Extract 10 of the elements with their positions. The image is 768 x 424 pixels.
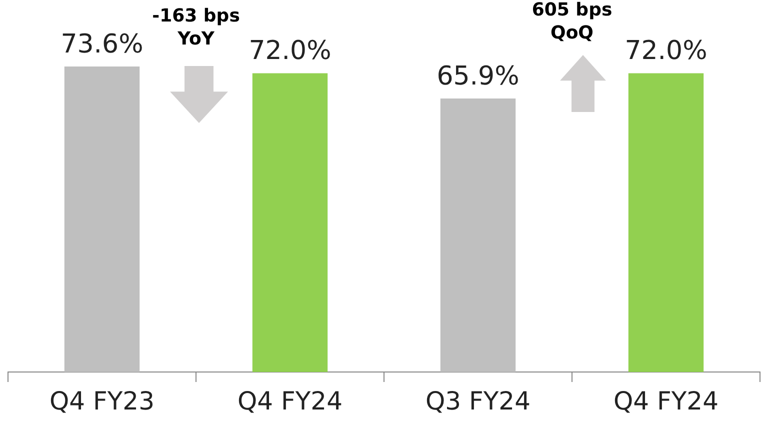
data-label: 72.0% bbox=[248, 36, 332, 66]
text: -163 bps YoY bbox=[152, 6, 240, 50]
data-label: 65.9% bbox=[436, 61, 520, 92]
text: 605 bps QoQ bbox=[532, 0, 612, 44]
data-label: 73.6% bbox=[60, 29, 144, 60]
x-tick-label: Q4 FY23 bbox=[50, 386, 154, 416]
x-tick-label: Q4 FY24 bbox=[614, 386, 718, 416]
x-tick-label: Q3 FY24 bbox=[426, 386, 530, 416]
x-tick-label: Q4 FY24 bbox=[238, 386, 342, 416]
data-label: 72.0% bbox=[624, 36, 708, 66]
